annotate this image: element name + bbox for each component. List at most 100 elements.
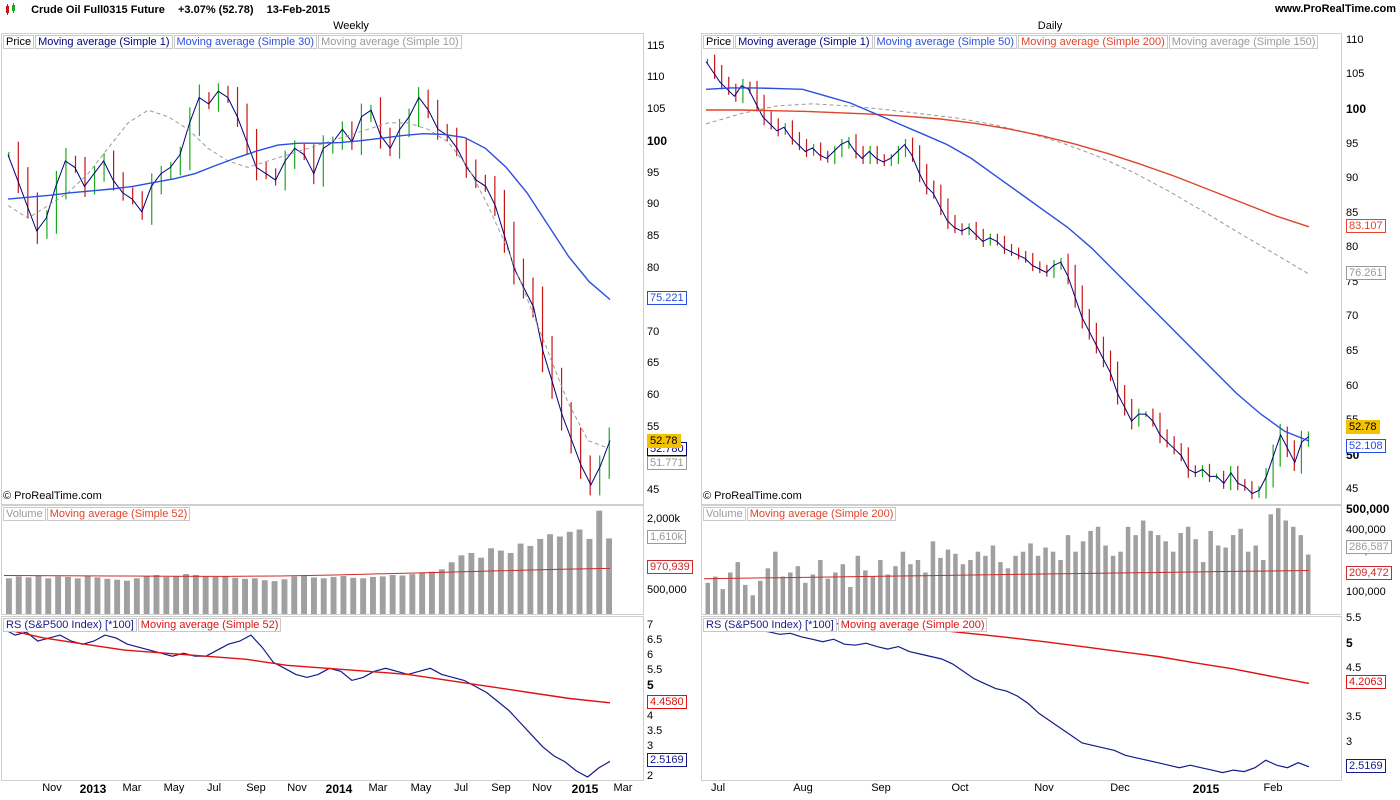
legend-volume-ma[interactable]: Moving average (Simple 200) xyxy=(746,507,897,521)
axis-tick-label: 80 xyxy=(1346,241,1359,254)
daily-price-axis: 110105100959085807570656055504583.10776.… xyxy=(1346,33,1398,503)
volume-bar xyxy=(350,577,357,614)
volume-bar xyxy=(1276,508,1281,614)
weekly-price-panel[interactable]: Price Moving average (Simple 1) Moving a… xyxy=(1,33,644,505)
volume-bar xyxy=(547,534,553,614)
volume-bar xyxy=(320,578,327,614)
axis-tick-label: 400,000 xyxy=(1346,523,1386,536)
volume-bar xyxy=(232,577,239,614)
axis-tick-label: 70 xyxy=(647,325,660,338)
axis-tick-label: 3 xyxy=(1346,735,1353,748)
volume-bar xyxy=(1155,535,1161,614)
weekly-rs-plot[interactable] xyxy=(2,617,643,780)
volume-bar xyxy=(35,575,42,614)
ma50-value-tag: 52.108 xyxy=(1346,439,1386,454)
legend-rs-ma[interactable]: Moving average (Simple 200) xyxy=(837,618,988,632)
volume-bar xyxy=(825,578,831,614)
legend-price[interactable]: Price xyxy=(703,35,735,49)
volume-bar xyxy=(870,576,876,614)
daily-volume-panel[interactable]: Volume Moving average (Simple 200) xyxy=(701,505,1342,615)
axis-tick-label: 3 xyxy=(647,739,654,752)
axis-tick-label: 4.5 xyxy=(1346,661,1362,674)
volume-bar xyxy=(1073,551,1078,614)
volume-bar xyxy=(960,564,966,614)
volume-bar xyxy=(478,557,485,614)
volume-bar xyxy=(399,575,406,614)
axis-tick-label: 95 xyxy=(647,166,660,179)
axis-tick-label: 60 xyxy=(647,389,660,402)
weekly-volume-plot[interactable] xyxy=(2,506,643,614)
volume-bar xyxy=(728,572,733,614)
legend-price[interactable]: Price xyxy=(3,35,35,49)
legend-volume[interactable]: Volume xyxy=(3,507,46,521)
weekly-price-legend: Price Moving average (Simple 1) Moving a… xyxy=(3,35,463,49)
axis-tick-label: 7 xyxy=(647,619,654,632)
axis-tick-label: 3.5 xyxy=(647,724,663,737)
weekly-volume-panel[interactable]: Volume Moving average (Simple 52) xyxy=(1,505,644,615)
time-axis-label: 2014 xyxy=(325,782,353,796)
daily-price-panel[interactable]: Price Moving average (Simple 1) Moving a… xyxy=(701,33,1342,505)
legend-rs-ma[interactable]: Moving average (Simple 52) xyxy=(137,618,282,632)
axis-tick-label: 110 xyxy=(1346,33,1364,46)
legend-rs[interactable]: RS (S&P500 Index) [*100] xyxy=(703,618,837,632)
daily-price-plot[interactable] xyxy=(702,34,1341,504)
time-axis-label: 2013 xyxy=(79,782,107,796)
volume-bar xyxy=(6,578,12,614)
volume-bar xyxy=(1215,545,1221,614)
volume-bar xyxy=(855,555,861,614)
volume-bar xyxy=(1170,551,1176,614)
axis-tick-label: 5.5 xyxy=(647,664,663,677)
legend-ma50[interactable]: Moving average (Simple 50) xyxy=(873,35,1018,49)
volume-bar xyxy=(556,536,563,614)
candlestick-icon xyxy=(4,3,18,18)
daily-rs-panel[interactable]: RS (S&P500 Index) [*100] Moving average … xyxy=(701,616,1342,781)
time-axis-label: May xyxy=(410,782,432,794)
axis-tick-label: 65 xyxy=(1346,344,1359,357)
legend-ma30[interactable]: Moving average (Simple 30) xyxy=(173,35,318,49)
legend-ma1[interactable]: Moving average (Simple 1) xyxy=(735,35,873,49)
volume-bar xyxy=(1268,514,1273,614)
volume-bar xyxy=(25,577,32,614)
volume-bar xyxy=(1306,554,1311,614)
ma200-line xyxy=(706,109,1310,228)
legend-ma1[interactable]: Moving average (Simple 1) xyxy=(35,35,173,49)
volume-bar xyxy=(15,576,22,614)
daily-title: Daily xyxy=(1037,20,1063,32)
axis-tick-label: 45 xyxy=(1346,483,1359,496)
ma150-line xyxy=(705,103,1310,275)
weekly-price-plot[interactable] xyxy=(2,34,643,504)
legend-volume-ma[interactable]: Moving average (Simple 52) xyxy=(46,507,191,521)
time-axis-label: Mar xyxy=(122,782,142,794)
volume-bar xyxy=(65,576,71,614)
price-line xyxy=(705,61,1310,495)
daily-volume-plot[interactable] xyxy=(702,506,1341,614)
volume-bar xyxy=(818,560,823,614)
daily-rs-legend: RS (S&P500 Index) [*100] Moving average … xyxy=(703,618,988,632)
rs-line xyxy=(703,621,1310,774)
volume-bar xyxy=(537,538,544,614)
volume-bar xyxy=(765,568,771,614)
time-axis-label: Mar xyxy=(613,782,633,794)
legend-ma10[interactable]: Moving average (Simple 10) xyxy=(318,35,462,49)
weekly-rs-panel[interactable]: RS (S&P500 Index) [*100] Moving average … xyxy=(1,616,644,781)
axis-tick-label: 55 xyxy=(647,420,660,433)
daily-rs-plot[interactable] xyxy=(702,617,1341,780)
volume-bar xyxy=(1178,533,1183,614)
volume-bar xyxy=(468,553,475,614)
volume-bar xyxy=(1020,551,1026,614)
axis-tick-label: 2 xyxy=(647,769,654,782)
volume-bar xyxy=(1110,555,1116,614)
axis-tick-label: 95 xyxy=(1346,137,1359,150)
volume-bar xyxy=(1133,535,1138,614)
legend-ma200[interactable]: Moving average (Simple 200) xyxy=(1018,35,1168,49)
legend-ma150[interactable]: Moving average (Simple 150) xyxy=(1168,35,1319,49)
site-link[interactable]: www.ProRealTime.com xyxy=(1274,3,1396,15)
legend-rs[interactable]: RS (S&P500 Index) [*100] xyxy=(3,618,137,632)
volume-bar xyxy=(251,578,258,614)
volume-bar xyxy=(271,581,278,614)
legend-volume[interactable]: Volume xyxy=(703,507,746,521)
volume-bar xyxy=(143,576,150,614)
ma200-value-tag: 83.107 xyxy=(1346,218,1386,233)
volume-bar xyxy=(94,577,101,614)
